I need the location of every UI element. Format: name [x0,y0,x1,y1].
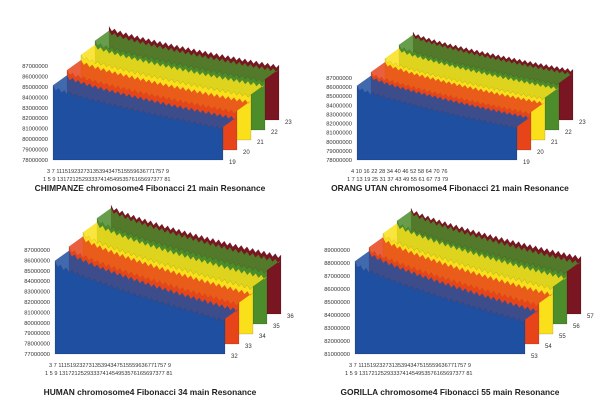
series-label: 54 [545,344,552,350]
y-tick-label: 86000000 [24,258,50,264]
series-label: 36 [287,314,294,320]
y-tick-label: 80000000 [326,140,352,146]
y-tick-label: 83000000 [24,290,50,296]
series-top-22 [95,30,279,83]
series-label: 32 [231,354,238,360]
y-tick-label: 82000000 [24,300,50,306]
y-tick-label: 81000000 [24,310,50,316]
y-tick-label: 88000000 [324,261,350,267]
series-label: 57 [587,314,594,320]
y-tick-label: 77000000 [24,352,50,358]
y-tick-label: 80000000 [22,137,48,143]
series-top-19 [357,75,531,129]
series-label: 53 [531,354,538,360]
series-top-32 [55,250,239,322]
series-top-19 [53,75,237,130]
y-tick-label: 79000000 [326,149,352,155]
x-tick-row-1: 3 7 11151923273135394347515559636771757 … [349,363,471,369]
y-tick-label: 83000000 [324,326,350,332]
x-tick-row-2: 1 5 9 1317212529333741454953576165697377… [345,371,473,377]
y-tick-label: 87000000 [324,274,350,280]
y-tick-label: 81000000 [324,352,350,358]
y-tick-label: 83000000 [326,112,352,118]
y-tick-label: 87000000 [326,76,352,82]
series-label: 23 [579,120,586,126]
y-tick-label: 86000000 [22,74,48,80]
chart-svg: 87000000 86000000 85000000 84000000 83000000… [22,25,292,183]
series-label: 20 [537,150,544,156]
chart-title: GORILLA chromosome4 Fibonacci 55 main Re… [340,387,560,397]
chart-panel-gorilla: 89000000 88000000 87000000 86000000 85000000… [300,204,600,408]
y-tick-label: 87000000 [22,64,48,70]
y-tick-label: 79000000 [24,331,50,337]
series-top-34 [83,222,267,290]
x-tick-row-2: 1 5 9 1317212529333741454953576165697377… [43,177,171,183]
chart-svg: 87000000 86000000 85000000 84000000 83000000… [24,204,294,377]
chart-svg: 89000000 88000000 87000000 86000000 85000000… [324,207,594,377]
series-top-21 [81,44,265,98]
series-top-33 [69,236,253,306]
y-tick-label: 80000000 [24,321,50,327]
y-tick-label: 85000000 [22,85,48,91]
y-tick-label: 79000000 [22,148,48,154]
y-tick-label: 82000000 [326,122,352,128]
y-tick-label: 84000000 [326,103,352,109]
series-label: 20 [243,150,250,156]
series-label: 55 [559,334,566,340]
series-top-35 [97,208,281,274]
x-tick-row-2: 1 7 13 19 25 31 37 43 49 55 61 67 73 79 [347,177,448,183]
chart-title: ORANG UTAN chromosome4 Fibonacci 21 main… [331,183,569,193]
series-top-21 [385,48,559,100]
series-label: 21 [257,140,264,146]
y-tick-label: 84000000 [324,313,350,319]
chart-title: CHIMPANZE chromosome4 Fibonacci 21 main … [34,183,266,193]
y-tick-label: 84000000 [24,279,50,285]
y-tick-label: 87000000 [24,248,50,254]
series-label: 56 [573,324,580,330]
chart-panel-orangutan: 87000000 86000000 85000000 84000000 83000000… [300,0,600,204]
y-tick-label: 89000000 [324,248,350,254]
y-tick-label: 82000000 [22,116,48,122]
series-label: 19 [229,160,236,166]
y-tick-label: 82000000 [324,339,350,345]
series-label: 22 [565,130,572,136]
series-label: 23 [285,120,292,126]
series-top-56 [397,210,581,275]
series-label: 35 [273,324,280,330]
y-tick-label: 78000000 [326,158,352,164]
y-tick-label: 84000000 [22,95,48,101]
series-label: 34 [259,334,266,340]
chart-title: HUMAN chromosome4 Fibonacci 34 main Reso… [43,387,257,397]
y-tick-label: 81000000 [326,131,352,137]
series-top-54 [369,237,553,307]
y-tick-label: 85000000 [326,94,352,100]
chart-panel-human: 87000000 86000000 85000000 84000000 83000000… [0,204,300,408]
series-top-22 [399,34,573,86]
x-tick-row-2: 1 5 9 1317212529333741454953576165697377… [45,371,173,377]
x-tick-row-1: 3 7 11151923273135394347515559636771757 … [47,169,169,175]
series-top-55 [383,223,567,290]
y-tick-label: 78000000 [22,158,48,164]
y-tick-label: 85000000 [324,300,350,306]
series-label: 19 [523,160,530,166]
y-tick-label: 78000000 [24,342,50,348]
chart-panel-chimpanzee: 87000000 86000000 85000000 84000000 83000000… [0,0,300,204]
series-top-20 [67,60,251,114]
x-tick-row-1: 3 7 11151923273135394347515559636771757 … [49,363,171,369]
y-tick-label: 81000000 [22,127,48,133]
y-tick-label: 83000000 [22,106,48,112]
series-label: 33 [245,344,252,350]
y-tick-label: 86000000 [324,287,350,293]
y-tick-label: 86000000 [326,85,352,91]
series-top-53 [355,251,539,323]
series-label: 22 [271,130,278,136]
series-label: 21 [551,140,558,146]
x-tick-row-1: 4 10 16 22 28 34 40 46 52 58 64 70 76 [351,169,447,175]
chart-svg: 87000000 86000000 85000000 84000000 83000000… [326,31,586,183]
series-top-20 [371,62,545,115]
y-tick-label: 85000000 [24,269,50,275]
